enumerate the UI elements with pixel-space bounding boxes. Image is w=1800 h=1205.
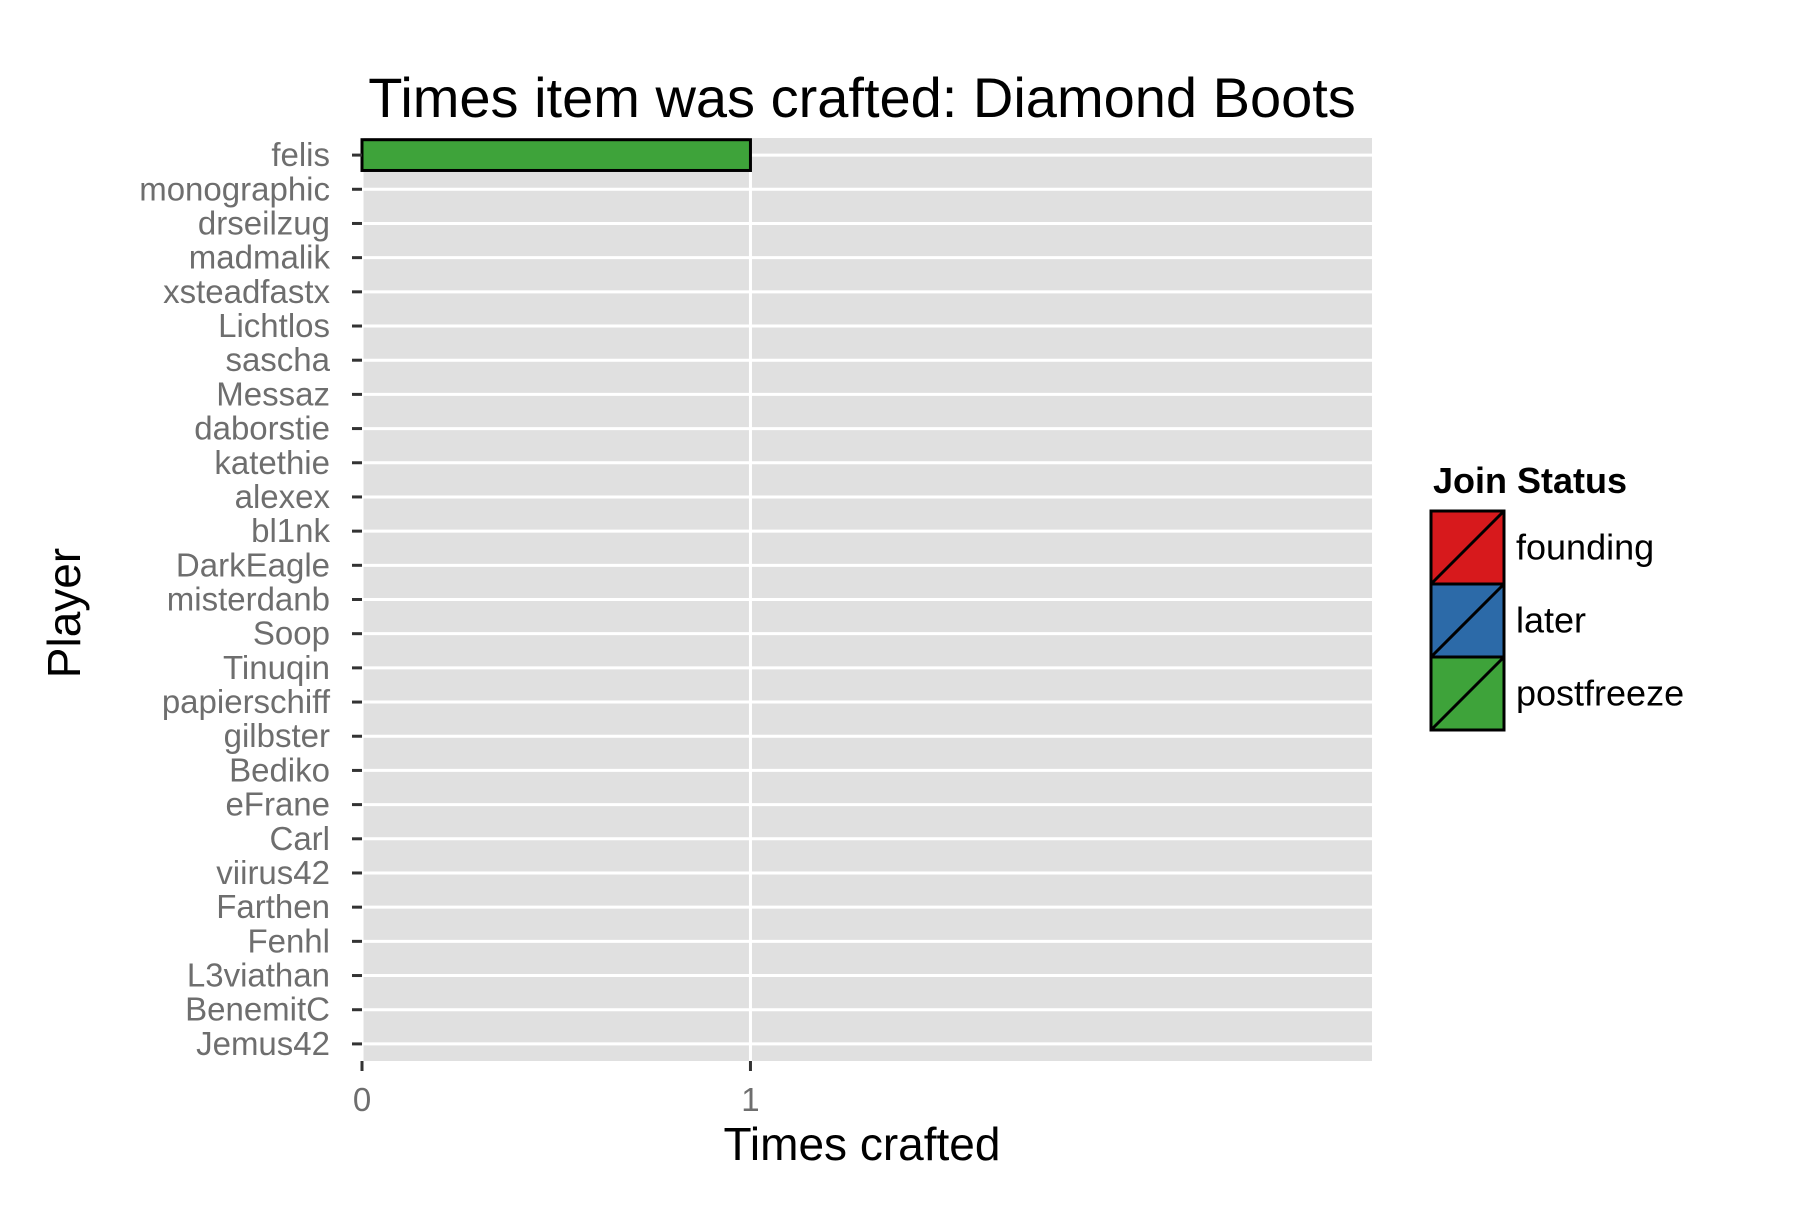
x-tick-label: 1: [741, 1081, 759, 1118]
legend-label: later: [1516, 600, 1586, 641]
legend-label: postfreeze: [1516, 673, 1684, 714]
legend-item-postfreeze: postfreeze: [1429, 655, 1684, 732]
y-tick-label: DarkEagle: [176, 546, 330, 583]
gridlines: [360, 138, 1372, 1061]
y-tick-label: Bediko: [229, 751, 330, 788]
x-tick-label: 0: [353, 1081, 371, 1118]
y-tick-label: madmalik: [189, 239, 331, 276]
y-tick-label: Carl: [269, 820, 330, 857]
y-tick-label: Lichtlos: [218, 307, 330, 344]
bars: [360, 138, 752, 172]
y-tick-label: Soop: [253, 615, 330, 652]
y-tick-label: daborstie: [194, 410, 330, 447]
y-tick-label: monographic: [139, 170, 330, 207]
legend-key-diagonal: [1429, 655, 1506, 732]
y-tick-label: misterdanb: [167, 581, 330, 618]
y-tick-label: Farthen: [216, 888, 330, 925]
y-tick-label: viirus42: [216, 854, 330, 891]
y-tick-label: Messaz: [216, 375, 330, 412]
y-tick-label: sascha: [225, 341, 330, 378]
y-tick-label: felis: [271, 136, 330, 173]
legend-label: founding: [1516, 527, 1654, 568]
chart-title: Times item was crafted: Diamond Boots: [368, 66, 1356, 129]
bar-felis: [360, 138, 752, 172]
y-tick-label: drseilzug: [198, 204, 330, 241]
legend-title: Join Status: [1433, 460, 1627, 501]
y-tick-label: katethie: [214, 444, 330, 481]
legend-item-later: later: [1429, 582, 1586, 659]
y-tick-label: L3viathan: [187, 957, 330, 994]
legend: Join Status founding later postfreeze: [1429, 460, 1684, 732]
legend-key-diagonal: [1429, 509, 1506, 586]
legend-key-diagonal: [1429, 582, 1506, 659]
y-tick-label: alexex: [235, 478, 331, 515]
y-tick-label: Fenhl: [247, 922, 330, 959]
y-tick-label: Tinuqin: [223, 649, 330, 686]
y-tick-label: gilbster: [224, 717, 330, 754]
y-tick-label: bl1nk: [251, 512, 330, 549]
y-tick-label: Jemus42: [196, 1025, 330, 1062]
legend-item-founding: founding: [1429, 509, 1654, 586]
y-tick-label: papierschiff: [162, 683, 331, 720]
y-axis-title: Player: [38, 548, 90, 678]
x-axis-title: Times crafted: [724, 1118, 1001, 1170]
y-axis: felismonographicdrseilzugmadmalikxsteadf…: [139, 136, 362, 1062]
y-tick-label: BenemitC: [185, 991, 330, 1028]
y-tick-label: eFrane: [225, 786, 330, 823]
y-tick-label: xsteadfastx: [163, 273, 330, 310]
